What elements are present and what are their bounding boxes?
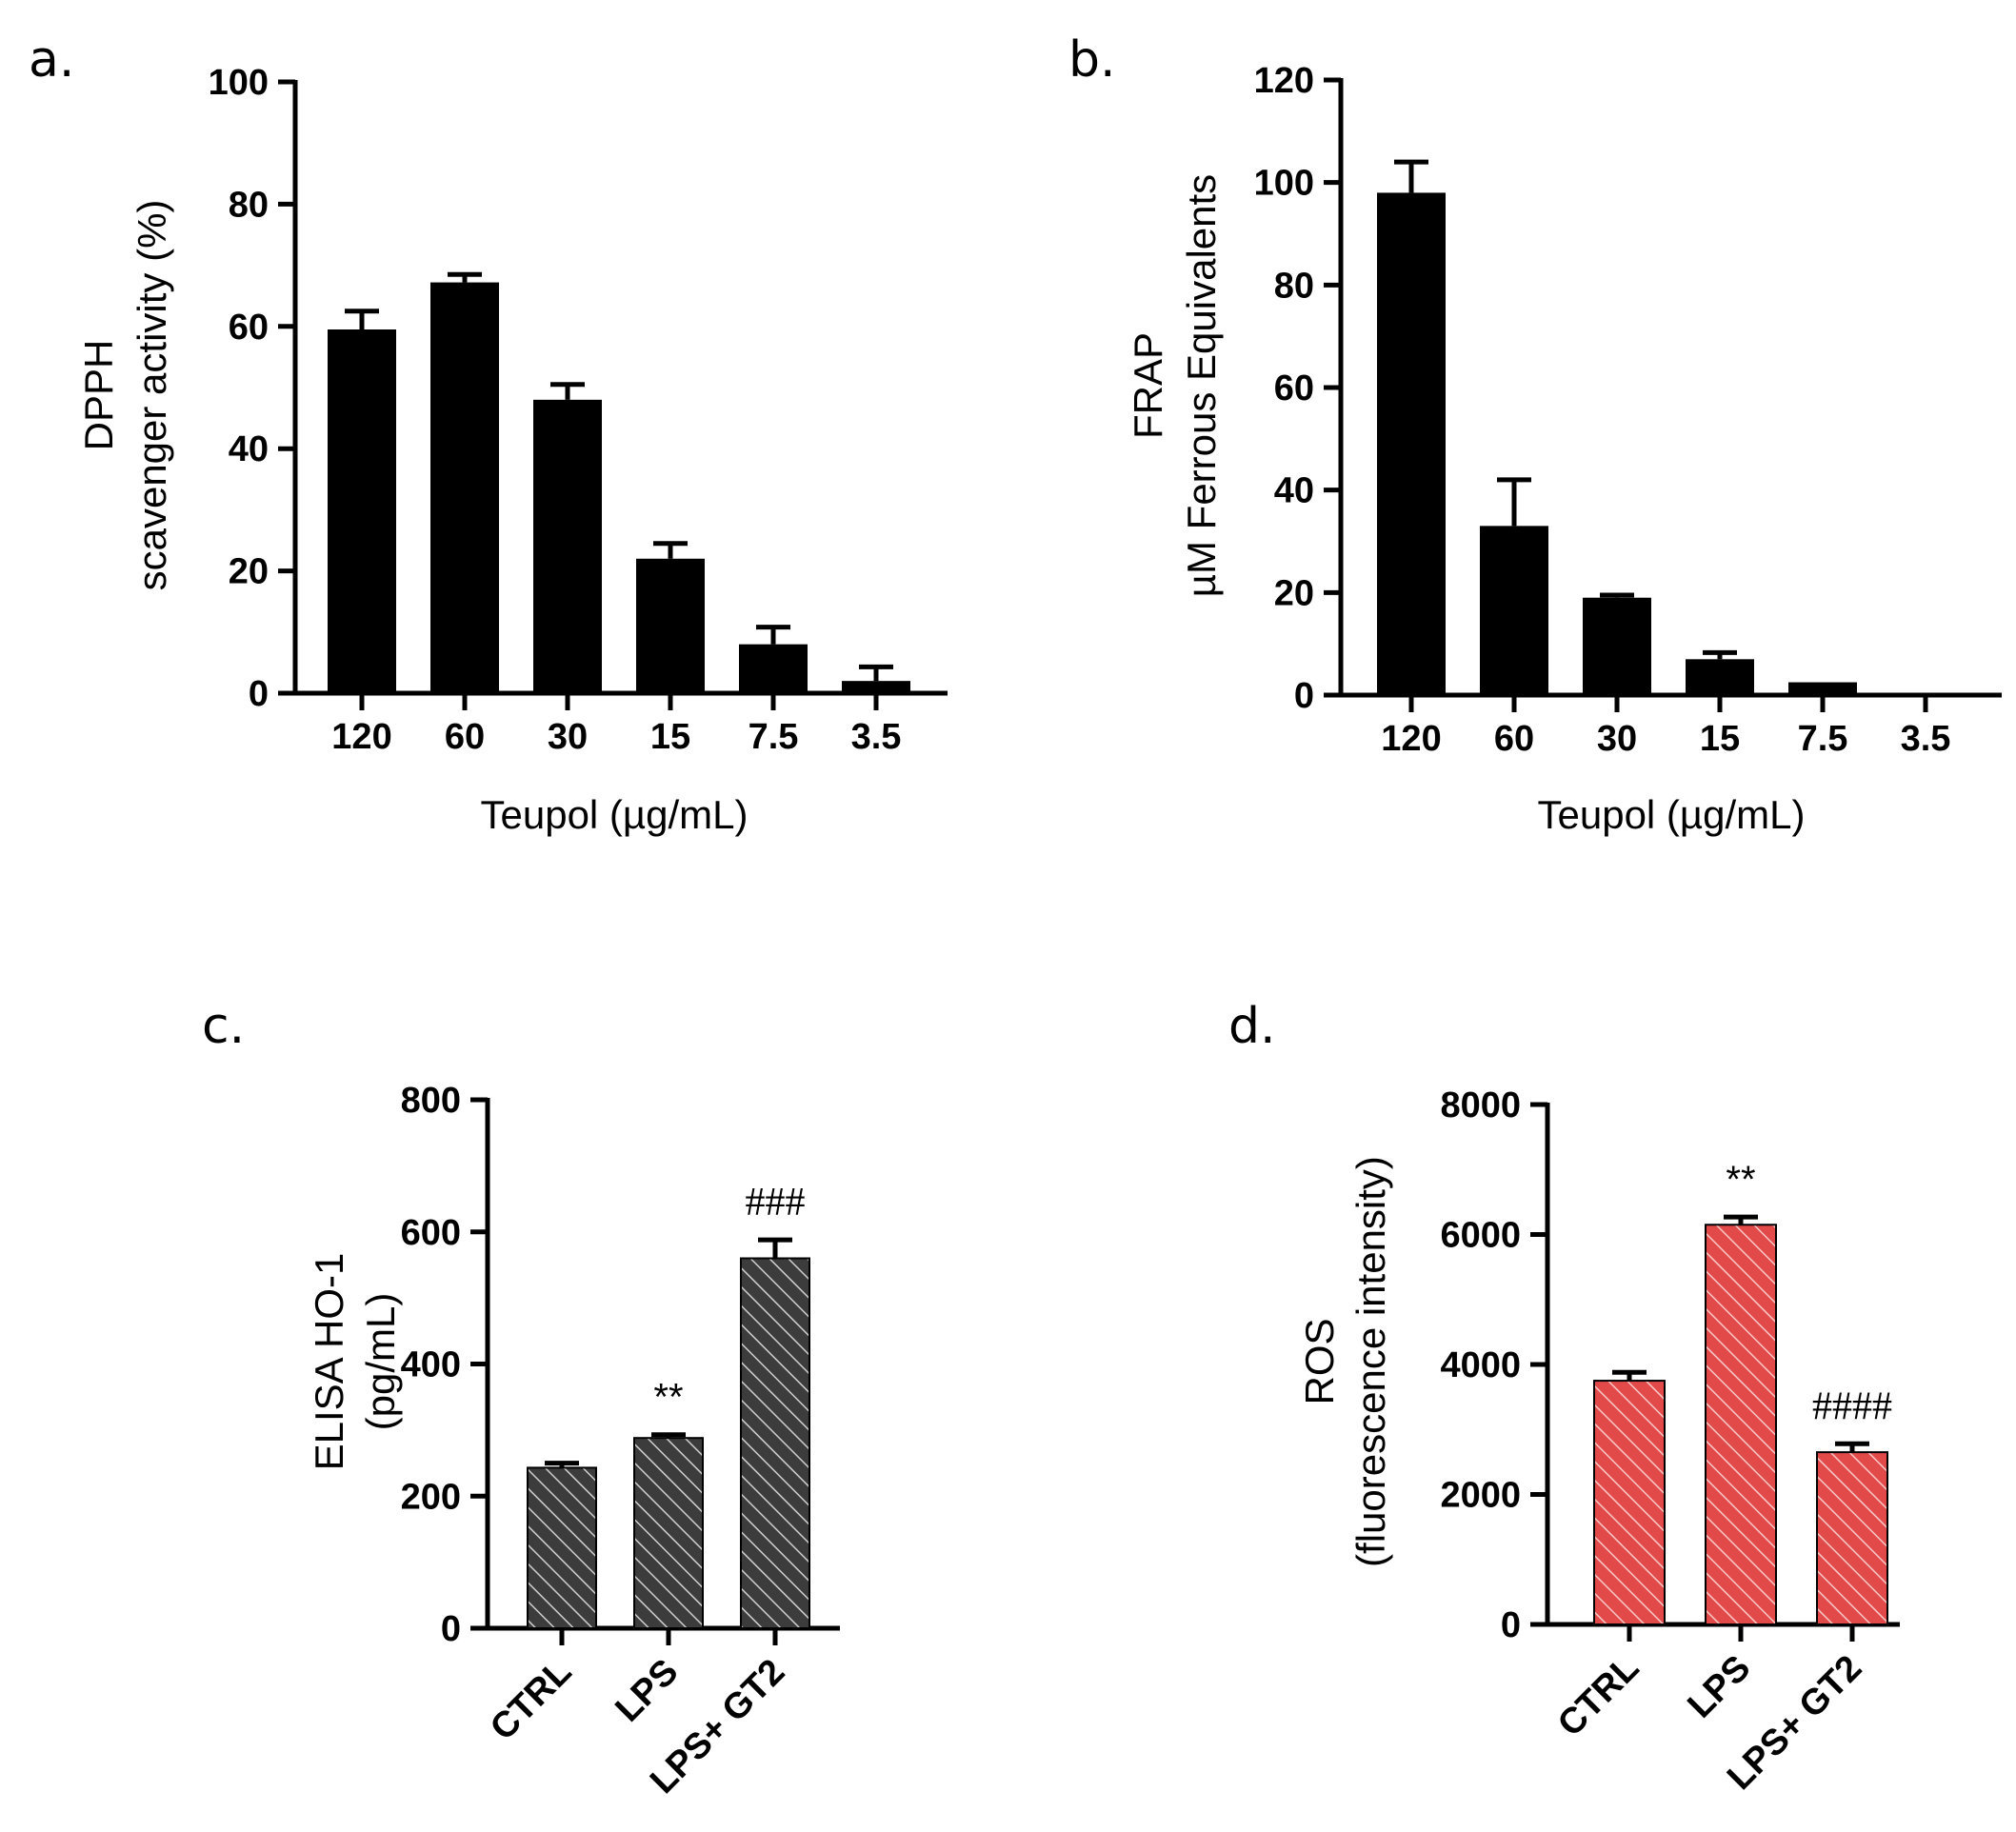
- x-tick-label: CTRL: [483, 1652, 579, 1748]
- significance-stars: **: [1726, 1159, 1755, 1201]
- y-tick-label: 600: [401, 1213, 461, 1253]
- significance-hash: ####: [1812, 1384, 1892, 1428]
- x-tick-label: 3.5: [851, 717, 902, 757]
- y-axis-title-line: DPPH: [76, 340, 121, 451]
- x-tick-label: CTRL: [1550, 1648, 1647, 1744]
- y-axis-title-line: scavenger activity (%): [130, 200, 174, 591]
- bar-dpph-0: [328, 329, 396, 693]
- bar-dpph-4: [739, 644, 808, 693]
- bar-ros-2: [1816, 1451, 1888, 1625]
- significance-hash: ###: [746, 1181, 806, 1225]
- x-axis-title: Teupol (µg/mL): [1538, 792, 1806, 837]
- x-tick-label: 15: [1700, 719, 1740, 759]
- x-tick-label: 120: [331, 717, 391, 757]
- y-axis-title-line: (pg/mL): [358, 1293, 403, 1431]
- bar-elisa-0: [527, 1466, 597, 1629]
- bar-dpph-1: [430, 282, 499, 693]
- y-tick-label: 40: [1274, 471, 1314, 511]
- x-axis-title: Teupol (µg/mL): [481, 792, 749, 837]
- x-tick-label: 120: [1381, 719, 1441, 759]
- y-tick-label: 120: [1254, 61, 1314, 101]
- y-tick-label: 100: [1254, 164, 1314, 204]
- y-tick-label: 20: [1274, 573, 1314, 613]
- y-tick-label: 0: [1501, 1605, 1521, 1645]
- bar-ros-0: [1593, 1380, 1666, 1625]
- x-tick-label: LPS: [608, 1652, 686, 1730]
- panel-label-b: b.: [1068, 31, 1116, 89]
- y-axis-title-line: ROS: [1297, 1318, 1342, 1404]
- x-tick-label: 3.5: [1901, 719, 1951, 759]
- significance-stars: **: [653, 1377, 683, 1419]
- y-tick-label: 2000: [1440, 1476, 1521, 1516]
- y-tick-label: 4000: [1440, 1345, 1521, 1385]
- y-tick-label: 60: [229, 308, 269, 348]
- panel-label-d: d.: [1228, 998, 1276, 1055]
- bar-elisa-1: [633, 1437, 704, 1629]
- x-tick-label: 30: [1597, 719, 1637, 759]
- chart-dpph: 0 20 40 60 80 100 120 60 30 15 7.5 3.5 Teupol (µg/mL…: [76, 63, 948, 837]
- bar-frap-1: [1480, 526, 1548, 695]
- x-tick-label: 60: [445, 717, 485, 757]
- y-tick-label: 8000: [1440, 1085, 1521, 1125]
- y-tick-label: 80: [1274, 266, 1314, 306]
- y-tick-label: 100: [209, 63, 269, 103]
- bar-dpph-3: [636, 558, 705, 693]
- y-axis-title-line: ELISA HO-1: [307, 1253, 351, 1471]
- y-tick-label: 0: [249, 674, 269, 714]
- bar-dpph-2: [533, 399, 602, 693]
- bar-dpph-5: [842, 681, 910, 693]
- x-tick-label: 60: [1494, 719, 1534, 759]
- y-tick-label: 80: [229, 185, 269, 225]
- y-tick-label: 20: [229, 552, 269, 592]
- y-tick-label: 200: [401, 1477, 461, 1517]
- bar-ros-1: [1705, 1224, 1777, 1625]
- x-tick-label: 7.5: [749, 717, 799, 757]
- bar-frap-0: [1377, 192, 1446, 695]
- y-tick-label: 6000: [1440, 1216, 1521, 1256]
- x-tick-label: 15: [650, 717, 690, 757]
- y-tick-label: 800: [401, 1081, 461, 1121]
- bar-frap-4: [1788, 682, 1857, 695]
- y-axis-title-line: FRAP: [1126, 332, 1170, 439]
- bar-elisa-2: [740, 1257, 810, 1629]
- y-tick-label: 40: [229, 429, 269, 469]
- y-axis-title-line: µM Ferrous Equivalents: [1179, 174, 1224, 597]
- y-tick-label: 0: [441, 1609, 461, 1649]
- panel-label-a: a.: [29, 31, 74, 89]
- y-tick-label: 60: [1274, 368, 1314, 408]
- chart-frap: 0 20 40 60 80 100 120 120 60 30 15 7.5 3.5 Teupol (µg…: [1126, 61, 2002, 837]
- x-tick-label: LPS: [1680, 1648, 1758, 1726]
- bar-frap-2: [1583, 597, 1651, 695]
- y-tick-label: 400: [401, 1345, 461, 1385]
- y-tick-label: 0: [1294, 676, 1314, 716]
- x-tick-label: 30: [548, 717, 588, 757]
- x-tick-label: 7.5: [1798, 719, 1848, 759]
- panel-label-c: c.: [202, 998, 245, 1055]
- y-axis-title-line: (fluorescence intensity): [1348, 1156, 1393, 1567]
- bar-frap-3: [1686, 659, 1754, 695]
